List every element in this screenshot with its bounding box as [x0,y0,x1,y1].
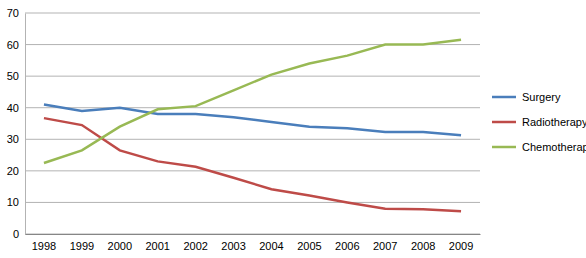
series-line [44,118,461,211]
series-lines [44,40,461,211]
x-tick: 2008 [411,234,435,252]
x-tick-label: 1999 [70,240,94,252]
y-tick-label: 20 [7,165,19,177]
legend-label: Chemotherapy [522,141,586,153]
y-tick: 70 [7,7,25,19]
grid-line [25,202,480,203]
y-tick-label: 30 [7,133,19,145]
y-tick: 30 [7,133,25,145]
grid-line [25,76,480,77]
x-axis: 1998 1999 2000 2001 2002 2003 2004 2005 2006 2007… [26,234,481,252]
y-tick-label: 50 [7,70,19,82]
x-tick: 2001 [145,234,169,252]
x-tick-label: 2003 [221,240,245,252]
legend-item: Radiotherapy [492,116,586,128]
x-tick: 2007 [373,234,397,252]
x-tick-label: 2004 [259,240,283,252]
x-tick: 2009 [449,234,473,252]
x-tick-label: 2006 [335,240,359,252]
legend-item: Surgery [492,91,561,103]
legend-label: Surgery [522,91,561,103]
x-tick: 2004 [259,234,283,252]
legend-swatch [492,96,516,99]
x-tick: 2005 [297,234,321,252]
x-tick: 2000 [108,234,132,252]
y-tick-label: 60 [7,39,19,51]
series-line [44,105,461,136]
x-tick-label: 2007 [373,240,397,252]
y-tick: 20 [7,165,25,177]
grid-line [25,234,480,235]
x-tick-label: 2009 [449,240,473,252]
chart: 0 10 20 30 40 50 60 70 1998 1999 2000 2001 2002 2003 2… [0,0,586,258]
legend-label: Radiotherapy [522,116,586,128]
y-tick-label: 70 [7,7,19,19]
x-tick-label: 2002 [183,240,207,252]
plot: 0 10 20 30 40 50 60 70 1998 1999 2000 2001 2002 2003 2… [7,7,481,252]
x-tick: 2006 [335,234,359,252]
x-tick: 1999 [70,234,94,252]
y-tick: 10 [7,196,25,208]
x-tick: 2002 [183,234,207,252]
series-line [44,40,461,163]
y-axis: 0 10 20 30 40 50 60 70 [7,7,26,240]
grid-line [25,139,480,140]
x-axis-line [26,234,481,235]
x-tick: 1998 [32,234,56,252]
y-tick: 40 [7,102,25,114]
x-tick-label: 2000 [108,240,132,252]
x-tick: 2003 [221,234,245,252]
legend: Surgery Radiotherapy Chemotherapy [492,91,586,153]
y-tick: 50 [7,70,25,82]
x-tick-label: 2005 [297,240,321,252]
grid [25,13,480,234]
legend-item: Chemotherapy [492,141,586,153]
grid-line [25,170,480,171]
x-tick-label: 2001 [145,240,169,252]
y-tick-label: 10 [7,196,19,208]
x-tick-label: 1998 [32,240,56,252]
y-tick: 60 [7,39,25,51]
x-tick-label: 2008 [411,240,435,252]
grid-line [25,13,480,14]
y-tick-label: 40 [7,102,19,114]
y-tick-label: 0 [13,228,19,240]
grid-line [25,107,480,108]
legend-swatch [492,121,516,124]
legend-swatch [492,146,516,149]
y-axis-line [25,14,26,235]
y-tick: 0 [13,228,25,240]
